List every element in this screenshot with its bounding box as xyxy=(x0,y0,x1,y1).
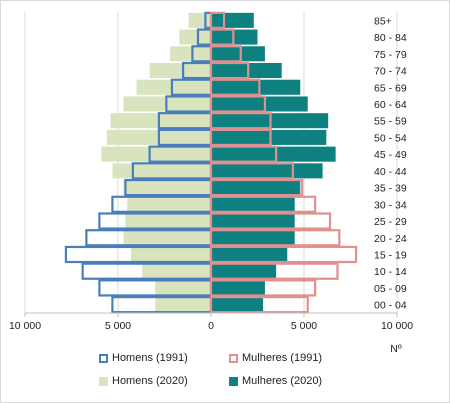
bar-mulheres-2020-10 xyxy=(211,129,327,145)
bars-1991 xyxy=(64,11,358,314)
bar-mulheres-2020-8 xyxy=(211,163,323,179)
bar-homens-2020-9 xyxy=(101,146,211,162)
x-axis-label: Nº xyxy=(390,343,402,355)
bar-homens-2020-4 xyxy=(123,230,211,246)
bar-mulheres-2020-12 xyxy=(211,96,308,112)
age-group-labels: 00 - 04 05 - 09 10 - 14 15 - 19 20 - 24 25 - … xyxy=(374,15,407,311)
age-label-9: 45 - 49 xyxy=(374,149,407,161)
bar-mulheres-1991-7 xyxy=(209,178,304,197)
age-label-0: 00 - 04 xyxy=(374,300,407,312)
age-label-7: 35 - 39 xyxy=(374,183,407,195)
bar-homens-2020-2 xyxy=(142,263,211,279)
legend-swatch-homens-2020 xyxy=(99,376,108,386)
age-label-17: 85+ xyxy=(374,15,392,27)
bar-homens-2020-11 xyxy=(110,113,211,129)
bar-homens-2020-17 xyxy=(188,12,211,28)
age-label-6: 30 - 34 xyxy=(374,199,407,211)
bar-mulheres-1991-3 xyxy=(209,245,358,264)
age-label-12: 60 - 64 xyxy=(374,99,407,111)
bar-mulheres-1991-17 xyxy=(209,11,226,29)
bar-mulheres-1991-6 xyxy=(209,195,317,213)
bar-mulheres-2020-6 xyxy=(211,196,295,212)
bar-homens-2020-6 xyxy=(127,196,211,212)
age-label-1: 05 - 09 xyxy=(374,283,407,295)
age-label-8: 40 - 44 xyxy=(374,166,407,178)
bar-mulheres-2020-9 xyxy=(211,146,336,162)
age-label-16: 80 - 84 xyxy=(374,32,407,44)
bar-homens-2020-0 xyxy=(155,297,211,313)
bar-mulheres-2020-15 xyxy=(211,46,265,62)
bar-mulheres-1991-2 xyxy=(209,262,339,280)
bar-mulheres-2020-0 xyxy=(211,297,264,313)
age-label-10: 50 - 54 xyxy=(374,132,407,144)
legend-label-mulheres-1991: Mulheres (1991) xyxy=(242,352,323,364)
bar-mulheres-1991-5 xyxy=(209,212,332,230)
age-label-15: 75 - 79 xyxy=(374,49,407,61)
bar-homens-2020-16 xyxy=(179,29,211,45)
bar-mulheres-2020-1 xyxy=(211,280,265,296)
legend-label-mulheres-2020: Mulheres (2020) xyxy=(242,375,323,387)
x-axis: 10 000 5 000 0 5 000 10 000 xyxy=(9,312,413,332)
legend-swatch-mulheres-1991 xyxy=(229,353,238,363)
legend-item-homens-1991: Homens (1991) xyxy=(99,349,188,367)
bar-homens-2020-1 xyxy=(155,280,211,296)
legend-swatch-homens-1991 xyxy=(99,353,108,363)
bar-mulheres-1991-12 xyxy=(209,95,267,113)
legend-item-homens-2020: Homens (2020) xyxy=(99,372,188,390)
bar-mulheres-2020-5 xyxy=(211,213,295,229)
bar-homens-2020-15 xyxy=(170,46,211,62)
legend-label-homens-1991: Homens (1991) xyxy=(112,352,188,364)
bar-homens-2020-3 xyxy=(131,246,211,262)
x-tick-label-0: 10 000 xyxy=(9,320,41,332)
age-label-13: 65 - 69 xyxy=(374,82,407,94)
bar-mulheres-2020-13 xyxy=(211,79,301,95)
legend-swatch-mulheres-2020 xyxy=(229,376,238,386)
bar-homens-2020-14 xyxy=(149,63,211,79)
bar-mulheres-1991-15 xyxy=(209,45,242,63)
legend-label-homens-2020: Homens (2020) xyxy=(112,375,188,387)
bar-mulheres-1991-16 xyxy=(209,28,235,46)
bar-mulheres-1991-11 xyxy=(209,112,272,130)
bar-mulheres-2020-7 xyxy=(211,180,301,196)
bar-mulheres-1991-4 xyxy=(209,229,341,247)
age-label-2: 10 - 14 xyxy=(374,266,407,278)
bar-homens-2020-5 xyxy=(125,213,211,229)
bar-mulheres-2020-2 xyxy=(211,263,277,279)
age-label-14: 70 - 74 xyxy=(374,66,407,78)
bar-mulheres-1991-14 xyxy=(209,61,250,80)
bars-2020 xyxy=(101,12,336,313)
bar-mulheres-1991-0 xyxy=(209,296,309,314)
legend-item-mulheres-1991: Mulheres (1991) xyxy=(229,349,322,367)
bar-mulheres-2020-3 xyxy=(211,246,288,262)
age-label-4: 20 - 24 xyxy=(374,233,407,245)
bar-homens-2020-8 xyxy=(112,163,211,179)
bar-mulheres-1991-13 xyxy=(209,78,261,96)
legend: Homens (1991) Mulheres (1991) Homens (20… xyxy=(95,345,355,395)
x-tick-label-3: 5 000 xyxy=(291,320,317,332)
bar-mulheres-2020-17 xyxy=(211,12,254,28)
bar-mulheres-2020-14 xyxy=(211,63,282,79)
bar-homens-2020-13 xyxy=(136,79,211,95)
legend-item-mulheres-2020: Mulheres (2020) xyxy=(229,372,322,390)
bar-mulheres-1991-1 xyxy=(209,279,317,297)
age-label-3: 15 - 19 xyxy=(374,249,407,261)
age-label-11: 55 - 59 xyxy=(374,116,407,128)
bar-mulheres-2020-4 xyxy=(211,230,295,246)
x-tick-label-1: 5 000 xyxy=(105,320,131,332)
x-tick-label-2: 0 xyxy=(208,320,214,332)
bar-mulheres-1991-9 xyxy=(209,145,278,163)
bar-mulheres-1991-10 xyxy=(209,128,272,147)
x-tick-label-4: 10 000 xyxy=(381,320,413,332)
bar-mulheres-1991-8 xyxy=(209,162,294,180)
age-label-5: 25 - 29 xyxy=(374,216,407,228)
bar-homens-2020-7 xyxy=(123,180,211,196)
